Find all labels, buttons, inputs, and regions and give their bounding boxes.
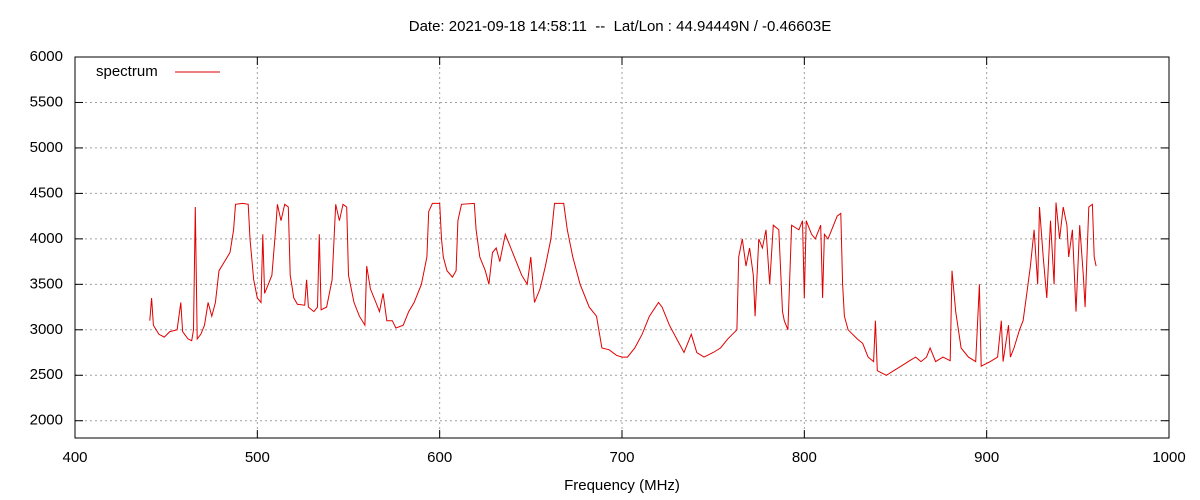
x-tick-label: 900 [974, 449, 999, 466]
x-tick-label: 500 [245, 449, 270, 466]
series-line [149, 202, 1097, 376]
y-tick-label: 2000 [30, 412, 63, 429]
x-tick-label: 700 [609, 449, 634, 466]
x-tick-label: 400 [62, 449, 87, 466]
y-tick-label: 4000 [30, 230, 63, 247]
x-tick-label: 1000 [1152, 449, 1185, 466]
x-axis-label: Frequency (MHz) [564, 477, 680, 494]
x-tick-label: 600 [427, 449, 452, 466]
y-tick-label: 5000 [30, 139, 63, 156]
y-tick-label: 2500 [30, 366, 63, 383]
plot-border [74, 56, 1170, 439]
y-tick-label: 6000 [30, 48, 63, 65]
x-tick-label: 800 [792, 449, 817, 466]
y-tick-label: 3500 [30, 275, 63, 292]
y-tick-label: 5500 [30, 93, 63, 110]
y-tick-label: 3000 [30, 321, 63, 338]
y-tick-label: 4500 [30, 184, 63, 201]
legend-label: spectrum [96, 63, 158, 80]
chart-title: Date: 2021-09-18 14:58:11 -- Lat/Lon : 4… [409, 18, 832, 35]
